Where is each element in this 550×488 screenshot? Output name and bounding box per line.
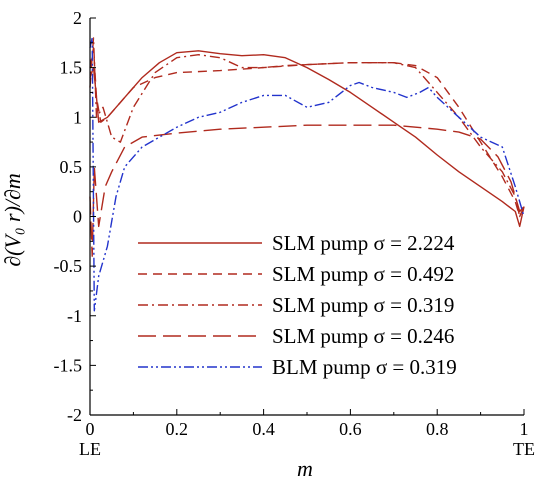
series-line-5 <box>89 37 525 312</box>
x-tick-label: 0.8 <box>426 419 449 439</box>
y-tick-label: -1 <box>67 306 82 326</box>
legend-label-3: SLM pump σ = 0.319 <box>272 293 454 317</box>
x-tick-label: 0.2 <box>166 419 189 439</box>
ticks: 21.510.50-0.5-1-1.5-20 0.2 0.4 0.6 0.8 1LE TE <box>54 8 536 459</box>
y-tick-label: 2 <box>73 8 82 28</box>
legend-label-1: SLM pump σ = 2.224 <box>272 231 455 255</box>
series-line-4 <box>89 124 525 257</box>
x-end-label-le: LE <box>79 439 101 459</box>
plot-lines <box>89 37 525 312</box>
x-axis-title: m <box>297 456 313 481</box>
legend-label-5: BLM pump σ = 0.319 <box>272 355 457 379</box>
y-tick-label: 1 <box>73 107 82 127</box>
x-tick-label: 0 <box>86 419 95 439</box>
y-tick-label: 1.5 <box>60 58 83 78</box>
x-tick-label: 0.6 <box>339 419 362 439</box>
x-end-label-te: TE <box>513 439 535 459</box>
y-tick-label: 0.5 <box>60 157 83 177</box>
y-tick-label: -1.5 <box>54 355 83 375</box>
y-tick-label: -2 <box>67 405 82 425</box>
legend-label-4: SLM pump σ = 0.246 <box>272 324 454 348</box>
legend-label-2: SLM pump σ = 0.492 <box>272 262 454 286</box>
series-line-3 <box>89 37 525 218</box>
legend: SLM pump σ = 2.224 SLM pump σ = 0.492 SLM … <box>138 231 457 379</box>
x-tick-label: 0.4 <box>252 419 275 439</box>
x-tick-label: 1 <box>520 419 529 439</box>
y-axis-title: ∂(V₀ r)/∂m <box>0 173 25 267</box>
y-tick-label: -0.5 <box>54 256 83 276</box>
y-tick-label: 0 <box>73 207 82 227</box>
